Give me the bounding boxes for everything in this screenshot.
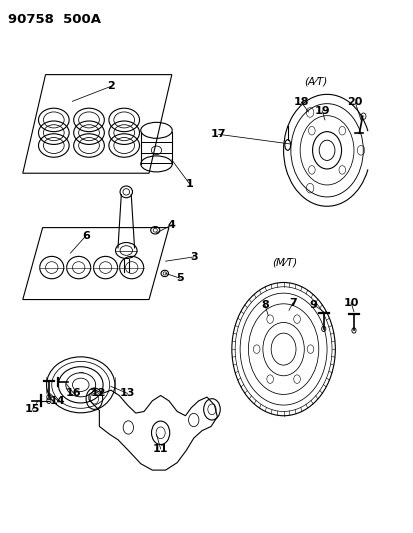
Text: 90758  500A: 90758 500A xyxy=(8,13,101,26)
Text: 4: 4 xyxy=(167,220,176,230)
Text: 8: 8 xyxy=(261,300,268,310)
Text: 2: 2 xyxy=(107,82,114,91)
Text: 12: 12 xyxy=(90,389,106,398)
Text: 15: 15 xyxy=(24,405,40,414)
Text: 1: 1 xyxy=(185,179,193,189)
Text: (M⁄T): (M⁄T) xyxy=(272,257,297,267)
Text: 13: 13 xyxy=(119,389,135,398)
Text: 11: 11 xyxy=(152,444,168,454)
Text: 20: 20 xyxy=(347,98,362,107)
Text: 19: 19 xyxy=(313,106,329,116)
Text: 17: 17 xyxy=(210,130,226,139)
Text: 5: 5 xyxy=(176,273,183,283)
Text: 18: 18 xyxy=(293,98,309,107)
Text: 10: 10 xyxy=(342,298,358,308)
Text: 14: 14 xyxy=(50,396,66,406)
Text: (A⁄T): (A⁄T) xyxy=(303,76,326,86)
Text: 16: 16 xyxy=(66,389,81,398)
Text: 3: 3 xyxy=(190,252,197,262)
Text: 6: 6 xyxy=(82,231,90,240)
Text: 9: 9 xyxy=(309,300,317,310)
Text: 7: 7 xyxy=(289,298,296,308)
